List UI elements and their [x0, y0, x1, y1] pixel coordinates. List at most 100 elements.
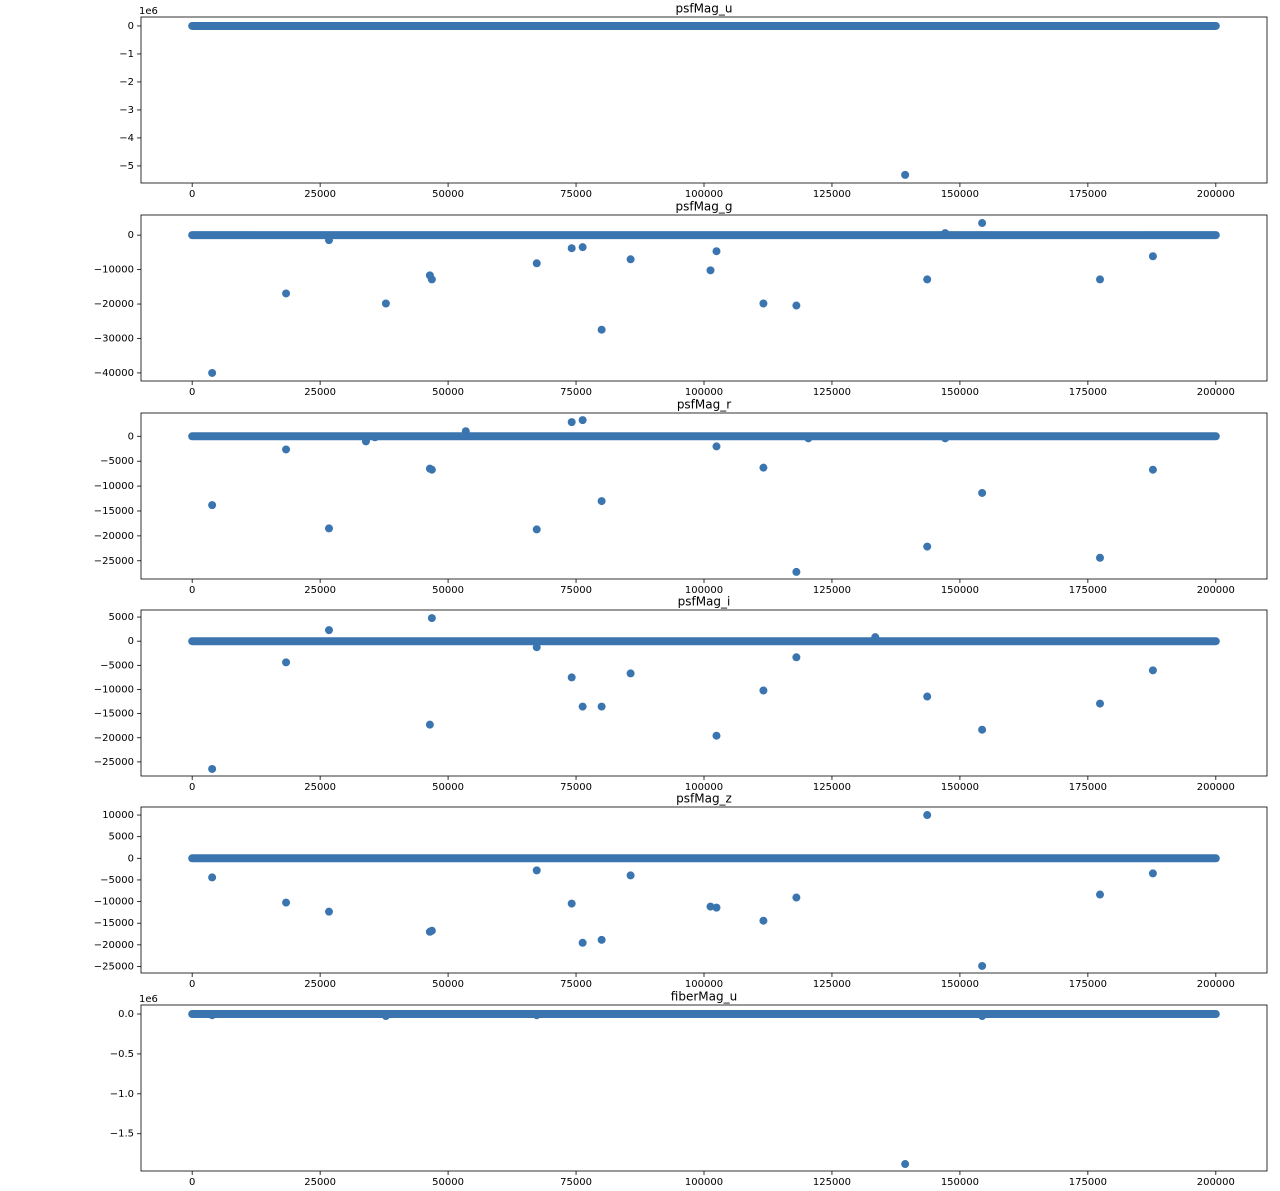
- x-tick-label: 50000: [432, 585, 464, 596]
- point: [208, 368, 217, 377]
- x-tick-label: 50000: [432, 979, 464, 990]
- y-tick-label: 0.0: [118, 1009, 134, 1020]
- y-tick-label: −10000: [94, 684, 134, 695]
- axes-frame: [140, 214, 1268, 382]
- x-tick-label: 100000: [685, 1177, 723, 1188]
- y-tick-label: −15000: [94, 709, 134, 720]
- x-tick-label: 25000: [304, 782, 336, 793]
- point: [626, 871, 635, 880]
- point: [1148, 465, 1157, 474]
- y-tick-label: −1.0: [110, 1089, 134, 1100]
- point: [941, 229, 950, 238]
- x-tick-label: 200000: [1197, 1177, 1235, 1188]
- point: [567, 418, 576, 427]
- x-tick-label: 150000: [941, 585, 979, 596]
- point: [324, 236, 333, 245]
- axes-frame: [140, 609, 1268, 777]
- point: [792, 653, 801, 662]
- point: [1095, 275, 1104, 284]
- point: [712, 442, 721, 451]
- subplot: psfMag_r 0 25000 50000 75000 100000 125000 1500…: [94, 398, 1268, 596]
- x-tick-label: 75000: [560, 979, 592, 990]
- x-tick-label: 25000: [304, 585, 336, 596]
- point: [597, 497, 606, 506]
- x-tick-label: 0: [189, 387, 195, 398]
- point: [324, 524, 333, 533]
- subplot: psfMag_u 1e6 0 25000 50000 75000 100000 125000 1…: [119, 2, 1268, 200]
- subplot: psfMag_z0 25000 50000 75000 100000 125000 1500…: [94, 792, 1268, 990]
- point: [208, 873, 217, 882]
- x-tick-label: 175000: [1069, 1177, 1107, 1188]
- y-tick-label: −5: [119, 161, 134, 172]
- axes-frame: [140, 1004, 1268, 1172]
- y-tick-label: −10000: [94, 265, 134, 276]
- point: [1148, 252, 1157, 261]
- point: [706, 266, 715, 275]
- point: [792, 893, 801, 902]
- x-tick-label: 175000: [1069, 979, 1107, 990]
- x-tick-label: 125000: [813, 189, 851, 200]
- x-tick-label: 150000: [941, 979, 979, 990]
- offset-text: 1e6: [139, 6, 158, 17]
- point: [427, 926, 436, 935]
- point: [941, 434, 950, 443]
- subplot: fiberMag_u 1e6 0 25000 50000 75000 100000 12500…: [110, 990, 1268, 1188]
- point: [208, 501, 217, 510]
- y-tick-label: 0: [128, 636, 134, 647]
- point: [425, 720, 434, 729]
- y-tick-label: −1.5: [110, 1129, 134, 1140]
- point: [712, 731, 721, 740]
- point: [532, 643, 541, 652]
- y-tick-label: −5000: [100, 660, 134, 671]
- y-tick-label: −3: [119, 105, 134, 116]
- axes-frame: [140, 806, 1268, 974]
- x-tick-label: 175000: [1069, 387, 1107, 398]
- x-tick-label: 50000: [432, 1177, 464, 1188]
- y-tick-label: 5000: [109, 832, 134, 843]
- y-tick-label: 0: [128, 21, 134, 32]
- x-tick-label: 100000: [685, 387, 723, 398]
- point: [923, 275, 932, 284]
- point: [567, 673, 576, 682]
- x-tick-label: 100000: [685, 189, 723, 200]
- point: [597, 935, 606, 944]
- x-tick-label: 175000: [1069, 585, 1107, 596]
- point: [759, 463, 768, 472]
- y-tick-label: −10000: [94, 897, 134, 908]
- point: [578, 243, 587, 252]
- point: [532, 1011, 541, 1020]
- x-tick-label: 25000: [304, 387, 336, 398]
- point: [567, 244, 576, 253]
- y-tick-label: −40000: [94, 368, 134, 379]
- point: [427, 275, 436, 284]
- x-tick-label: 0: [189, 189, 195, 200]
- point: [871, 633, 880, 642]
- y-tick-label: 0: [128, 230, 134, 241]
- point: [792, 301, 801, 310]
- y-tick-label: −25000: [94, 556, 134, 567]
- point: [282, 898, 291, 907]
- point: [597, 325, 606, 334]
- point: [427, 614, 436, 623]
- subplot-title: fiberMag_u: [671, 990, 737, 1004]
- point: [208, 764, 217, 773]
- point: [427, 465, 436, 474]
- y-tick-label: 0: [128, 853, 134, 864]
- point: [1095, 890, 1104, 899]
- point: [597, 702, 606, 711]
- x-tick-label: 125000: [813, 387, 851, 398]
- point: [626, 255, 635, 264]
- point: [381, 1012, 390, 1021]
- point: [1148, 666, 1157, 675]
- subplot-title: psfMag_u: [675, 2, 732, 16]
- point: [804, 434, 813, 443]
- subplot: psfMag_g 0 25000 50000 75000 100000 125000 1500…: [94, 200, 1268, 398]
- y-tick-label: −30000: [94, 333, 134, 344]
- point: [282, 658, 291, 667]
- x-tick-label: 75000: [560, 1177, 592, 1188]
- x-tick-label: 75000: [560, 189, 592, 200]
- x-tick-label: 0: [189, 1177, 195, 1188]
- x-tick-label: 0: [189, 585, 195, 596]
- point: [578, 416, 587, 425]
- y-tick-label: −15000: [94, 918, 134, 929]
